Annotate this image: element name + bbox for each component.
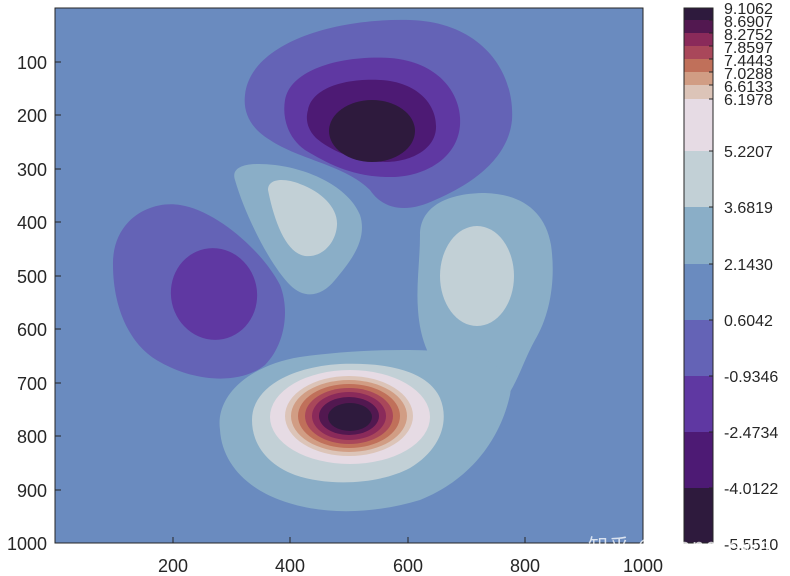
y-tick-label: 800 (17, 427, 47, 447)
colorbar-label: 6.6133 (724, 79, 773, 96)
y-tick-label: 400 (17, 213, 47, 233)
y-tick-labels: 100 200 300 400 500 600 700 800 900 1000 (7, 53, 47, 554)
colorbar-ticks (709, 19, 713, 489)
y-tick-label: 300 (17, 160, 47, 180)
colorbar-labels: 9.1062 8.6907 8.2752 7.8597 7.4443 7.028… (724, 1, 778, 554)
colorbar-label: 7.8597 (724, 40, 773, 57)
x-axis (172, 537, 526, 543)
x-tick-label: 1000 (623, 556, 663, 576)
contour-plot-area (55, 8, 643, 543)
colorbar-label: 0.6042 (724, 313, 773, 330)
colorbar-label: 8.6907 (724, 14, 773, 31)
y-tick-label: 200 (17, 106, 47, 126)
y-tick-label: 900 (17, 481, 47, 501)
x-tick-label: 400 (275, 556, 305, 576)
colorbar-label: 7.0288 (724, 66, 773, 83)
colorbar-label: 9.1062 (724, 1, 773, 18)
y-tick-label: 100 (17, 53, 47, 73)
colorbar-label: -4.0122 (724, 481, 778, 498)
contour-top-level4 (329, 100, 415, 162)
y-tick-label: 600 (17, 320, 47, 340)
contour-mid-level2 (268, 180, 338, 257)
colorbar-label: -2.4734 (724, 425, 778, 442)
contour-right-level2 (440, 226, 514, 326)
colorbar-label: 6.1978 (724, 92, 773, 109)
colorbar-label: 7.4443 (724, 53, 773, 70)
contour-bottom-level10 (328, 403, 372, 431)
y-tick-label: 500 (17, 267, 47, 287)
y-axis (55, 61, 61, 491)
x-tick-label: 200 (158, 556, 188, 576)
colorbar-label: 8.2752 (724, 27, 773, 44)
y-tick-label: 1000 (7, 534, 47, 554)
colorbar-label: 3.6819 (724, 200, 773, 217)
watermark: 知乎 @standrews (588, 534, 771, 558)
x-tick-label: 600 (393, 556, 423, 576)
x-tick-label: 800 (510, 556, 540, 576)
y-tick-label: 700 (17, 374, 47, 394)
colorbar (683, 7, 714, 544)
colorbar-label: -5.5510 (724, 537, 778, 554)
colorbar-label: 5.2207 (724, 144, 773, 161)
colorbar-label: 2.1430 (724, 257, 773, 274)
contour-left-level2 (170, 248, 258, 340)
x-tick-labels: 200 400 600 800 1000 (158, 556, 663, 576)
colorbar-label: -0.9346 (724, 369, 778, 386)
